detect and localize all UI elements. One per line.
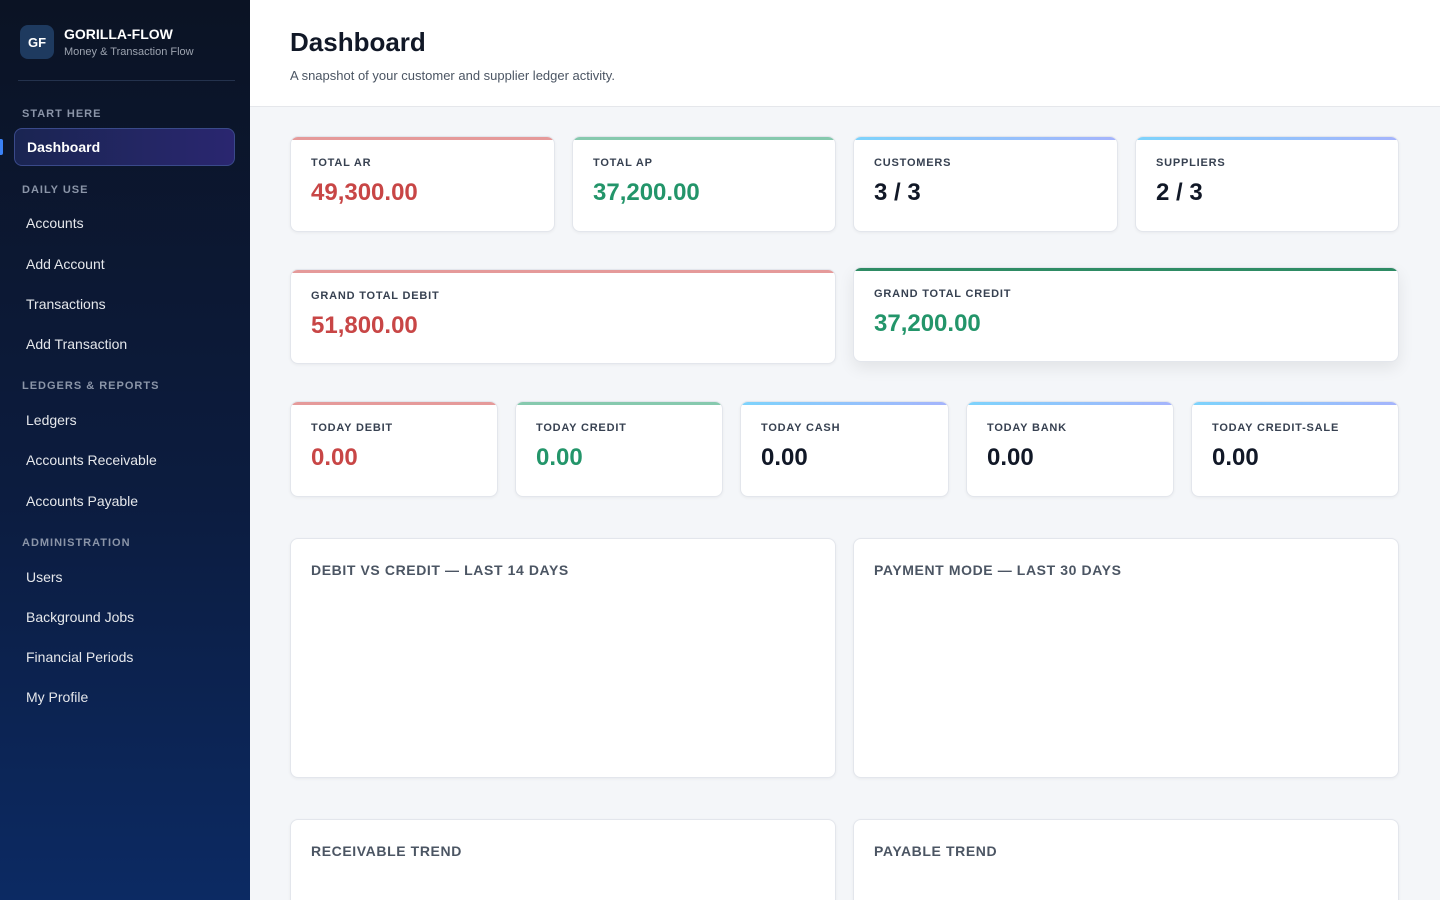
stat-label: GRAND TOTAL DEBIT xyxy=(311,290,440,302)
stat-value: 2 / 3 xyxy=(1156,179,1203,206)
chart-panel-debit-vs-credit: DEBIT VS CREDIT — LAST 14 DAYS xyxy=(290,538,836,778)
stat-label: SUPPLIERS xyxy=(1156,157,1226,169)
page-title: Dashboard xyxy=(290,27,426,57)
stat-card-today-bank: TODAY BANK 0.00 xyxy=(966,401,1174,497)
chart-title: PAYABLE TREND xyxy=(874,843,998,859)
stat-value: 0.00 xyxy=(536,444,583,471)
stat-label: TOTAL AP xyxy=(593,157,653,169)
brand-tagline: Money & Transaction Flow xyxy=(64,46,194,58)
stat-value: 0.00 xyxy=(761,444,808,471)
card-accent-bar xyxy=(1136,137,1398,140)
chart-title: RECEIVABLE TREND xyxy=(311,843,462,859)
page-subtitle: A snapshot of your customer and supplier… xyxy=(290,68,615,83)
stat-value: 51,800.00 xyxy=(311,312,418,339)
stat-label: TOTAL AR xyxy=(311,157,372,169)
card-accent-bar xyxy=(516,402,722,405)
sidebar-item-transactions[interactable]: Transactions xyxy=(26,296,106,312)
brand[interactable]: GF GORILLA-FLOW Money & Transaction Flow xyxy=(20,25,194,59)
sidebar-item-ledgers[interactable]: Ledgers xyxy=(26,412,77,428)
card-accent-bar xyxy=(967,402,1173,405)
stat-card-today-credit: TODAY CREDIT 0.00 xyxy=(515,401,723,497)
card-accent-bar xyxy=(854,137,1117,140)
section-label-daily-use: DAILY USE xyxy=(22,184,89,196)
card-accent-bar xyxy=(1192,402,1398,405)
brand-divider xyxy=(18,80,235,81)
card-accent-bar xyxy=(291,270,835,273)
stat-label: TODAY CREDIT xyxy=(536,422,627,434)
stat-card-customers: CUSTOMERS 3 / 3 xyxy=(853,136,1118,232)
stat-card-total-ap: TOTAL AP 37,200.00 xyxy=(572,136,836,232)
stat-card-suppliers: SUPPLIERS 2 / 3 xyxy=(1135,136,1399,232)
stat-label: TODAY CASH xyxy=(761,422,841,434)
sidebar-item-dashboard[interactable]: Dashboard xyxy=(14,128,235,166)
active-indicator xyxy=(0,139,3,155)
stat-value: 49,300.00 xyxy=(311,179,418,206)
chart-title: PAYMENT MODE — LAST 30 DAYS xyxy=(874,562,1122,578)
sidebar-item-background-jobs[interactable]: Background Jobs xyxy=(26,609,135,625)
section-label-ledgers-reports: LEDGERS & REPORTS xyxy=(22,380,160,392)
stat-card-today-cash: TODAY CASH 0.00 xyxy=(740,401,949,497)
brand-name: GORILLA-FLOW xyxy=(64,26,173,42)
stat-value: 3 / 3 xyxy=(874,179,921,206)
sidebar-item-financial-periods[interactable]: Financial Periods xyxy=(26,649,134,665)
section-label-administration: ADMINISTRATION xyxy=(22,537,131,549)
stat-label: CUSTOMERS xyxy=(874,157,952,169)
sidebar-item-accounts-payable[interactable]: Accounts Payable xyxy=(26,493,139,509)
card-accent-bar xyxy=(854,268,1398,271)
section-label-start-here: START HERE xyxy=(22,108,102,120)
brand-logo: GF xyxy=(20,25,54,59)
sidebar: GF GORILLA-FLOW Money & Transaction Flow… xyxy=(0,0,250,900)
stat-value: 0.00 xyxy=(1212,444,1259,471)
stat-card-total-ar: TOTAL AR 49,300.00 xyxy=(290,136,555,232)
sidebar-item-users[interactable]: Users xyxy=(26,569,63,585)
chart-panel-payment-mode: PAYMENT MODE — LAST 30 DAYS xyxy=(853,538,1399,778)
stat-card-today-debit: TODAY DEBIT 0.00 xyxy=(290,401,498,497)
sidebar-item-accounts-receivable[interactable]: Accounts Receivable xyxy=(26,452,157,468)
sidebar-item-add-account[interactable]: Add Account xyxy=(26,256,105,272)
card-accent-bar xyxy=(741,402,948,405)
stat-value: 37,200.00 xyxy=(874,310,981,337)
sidebar-item-accounts[interactable]: Accounts xyxy=(26,215,84,231)
stat-card-grand-total-debit: GRAND TOTAL DEBIT 51,800.00 xyxy=(290,269,836,364)
stat-value: 37,200.00 xyxy=(593,179,700,206)
chart-title: DEBIT VS CREDIT — LAST 14 DAYS xyxy=(311,562,569,578)
stat-value: 0.00 xyxy=(987,444,1034,471)
card-accent-bar xyxy=(291,402,497,405)
stat-label: TODAY CREDIT-SALE xyxy=(1212,422,1340,434)
stat-label: GRAND TOTAL CREDIT xyxy=(874,288,1012,300)
sidebar-item-my-profile[interactable]: My Profile xyxy=(26,689,89,705)
sidebar-item-add-transaction[interactable]: Add Transaction xyxy=(26,336,128,352)
chart-panel-receivable-trend: RECEIVABLE TREND xyxy=(290,819,836,900)
stat-card-grand-total-credit: GRAND TOTAL CREDIT 37,200.00 xyxy=(853,267,1399,362)
card-accent-bar xyxy=(573,137,835,140)
page-header: Dashboard A snapshot of your customer an… xyxy=(250,0,1440,107)
stat-value: 0.00 xyxy=(311,444,358,471)
stat-card-today-credit-sale: TODAY CREDIT-SALE 0.00 xyxy=(1191,401,1399,497)
card-accent-bar xyxy=(291,137,554,140)
chart-panel-payable-trend: PAYABLE TREND xyxy=(853,819,1399,900)
stat-label: TODAY DEBIT xyxy=(311,422,393,434)
stat-label: TODAY BANK xyxy=(987,422,1067,434)
